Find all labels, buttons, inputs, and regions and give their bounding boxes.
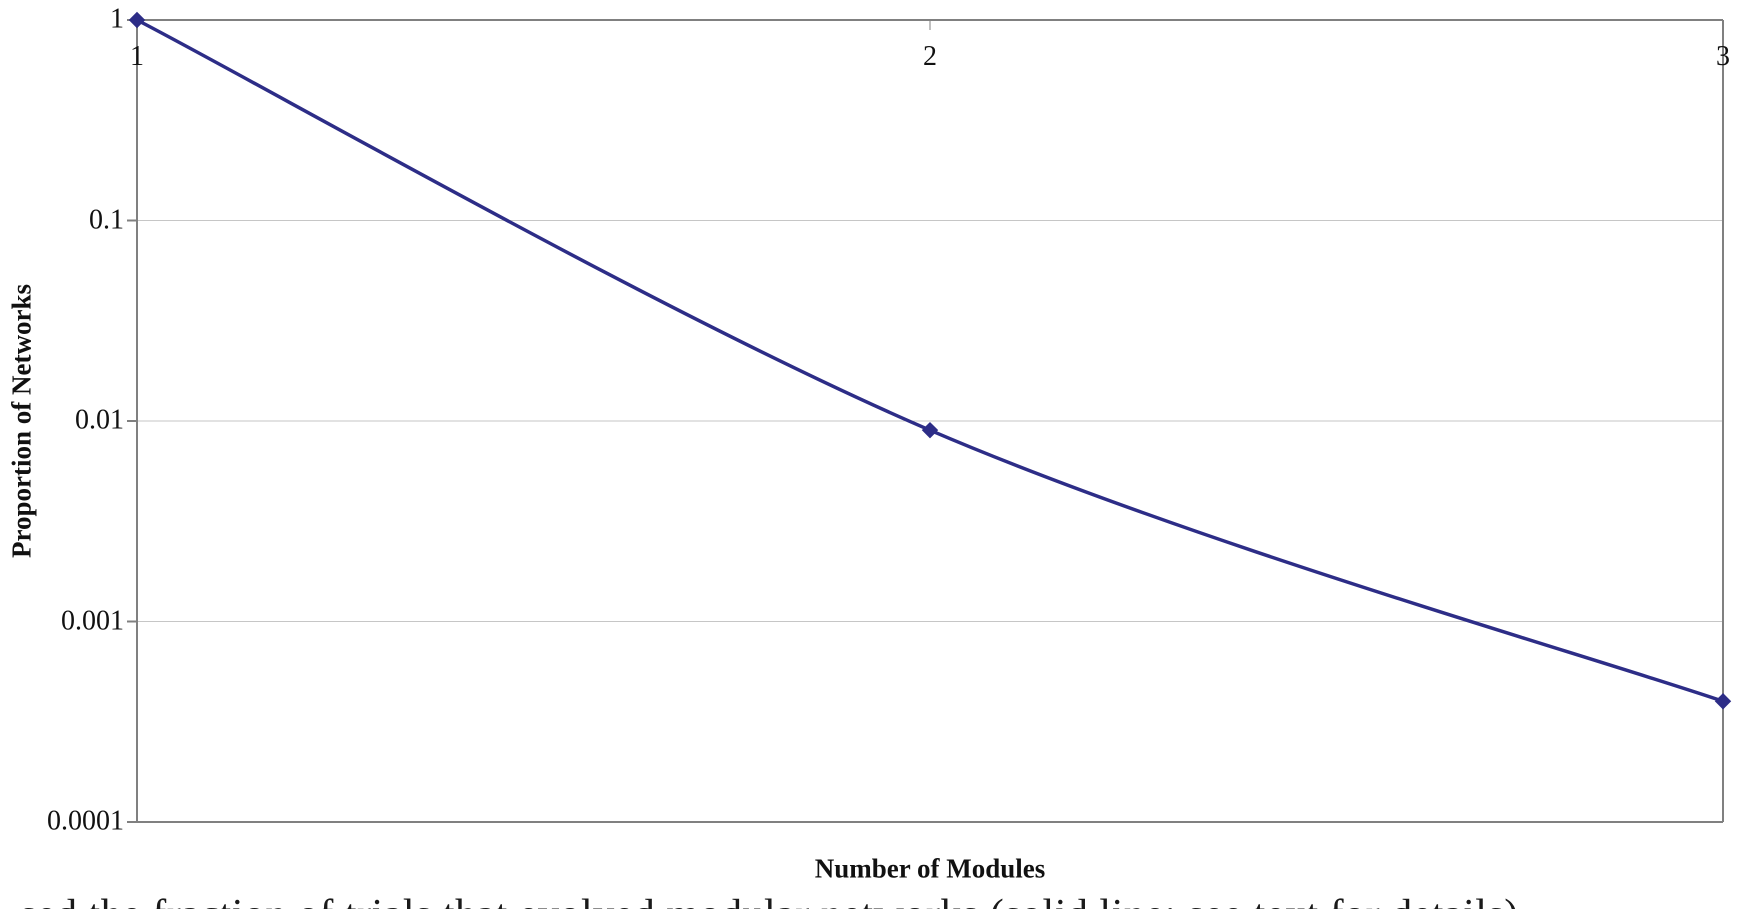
x-axis-title: Number of Modules (814, 853, 1046, 884)
y-axis-tick-label: 0.01 (75, 404, 124, 436)
x-axis-tick-label: 2 (923, 41, 937, 72)
y-axis-title: Proportion of Networks (6, 284, 37, 558)
y-axis-tick-label: 0.0001 (47, 805, 124, 837)
y-axis-tick-label: 0.001 (61, 604, 124, 636)
y-axis-tick-label: 1 (110, 3, 124, 35)
y-axis-tick-label: 0.1 (89, 203, 124, 235)
x-axis-tick-label: 1 (130, 41, 144, 72)
clipped-caption-fragment: sed the fraction of trials that evolved … (20, 892, 1519, 909)
x-axis-tick-label: 3 (1716, 41, 1730, 72)
